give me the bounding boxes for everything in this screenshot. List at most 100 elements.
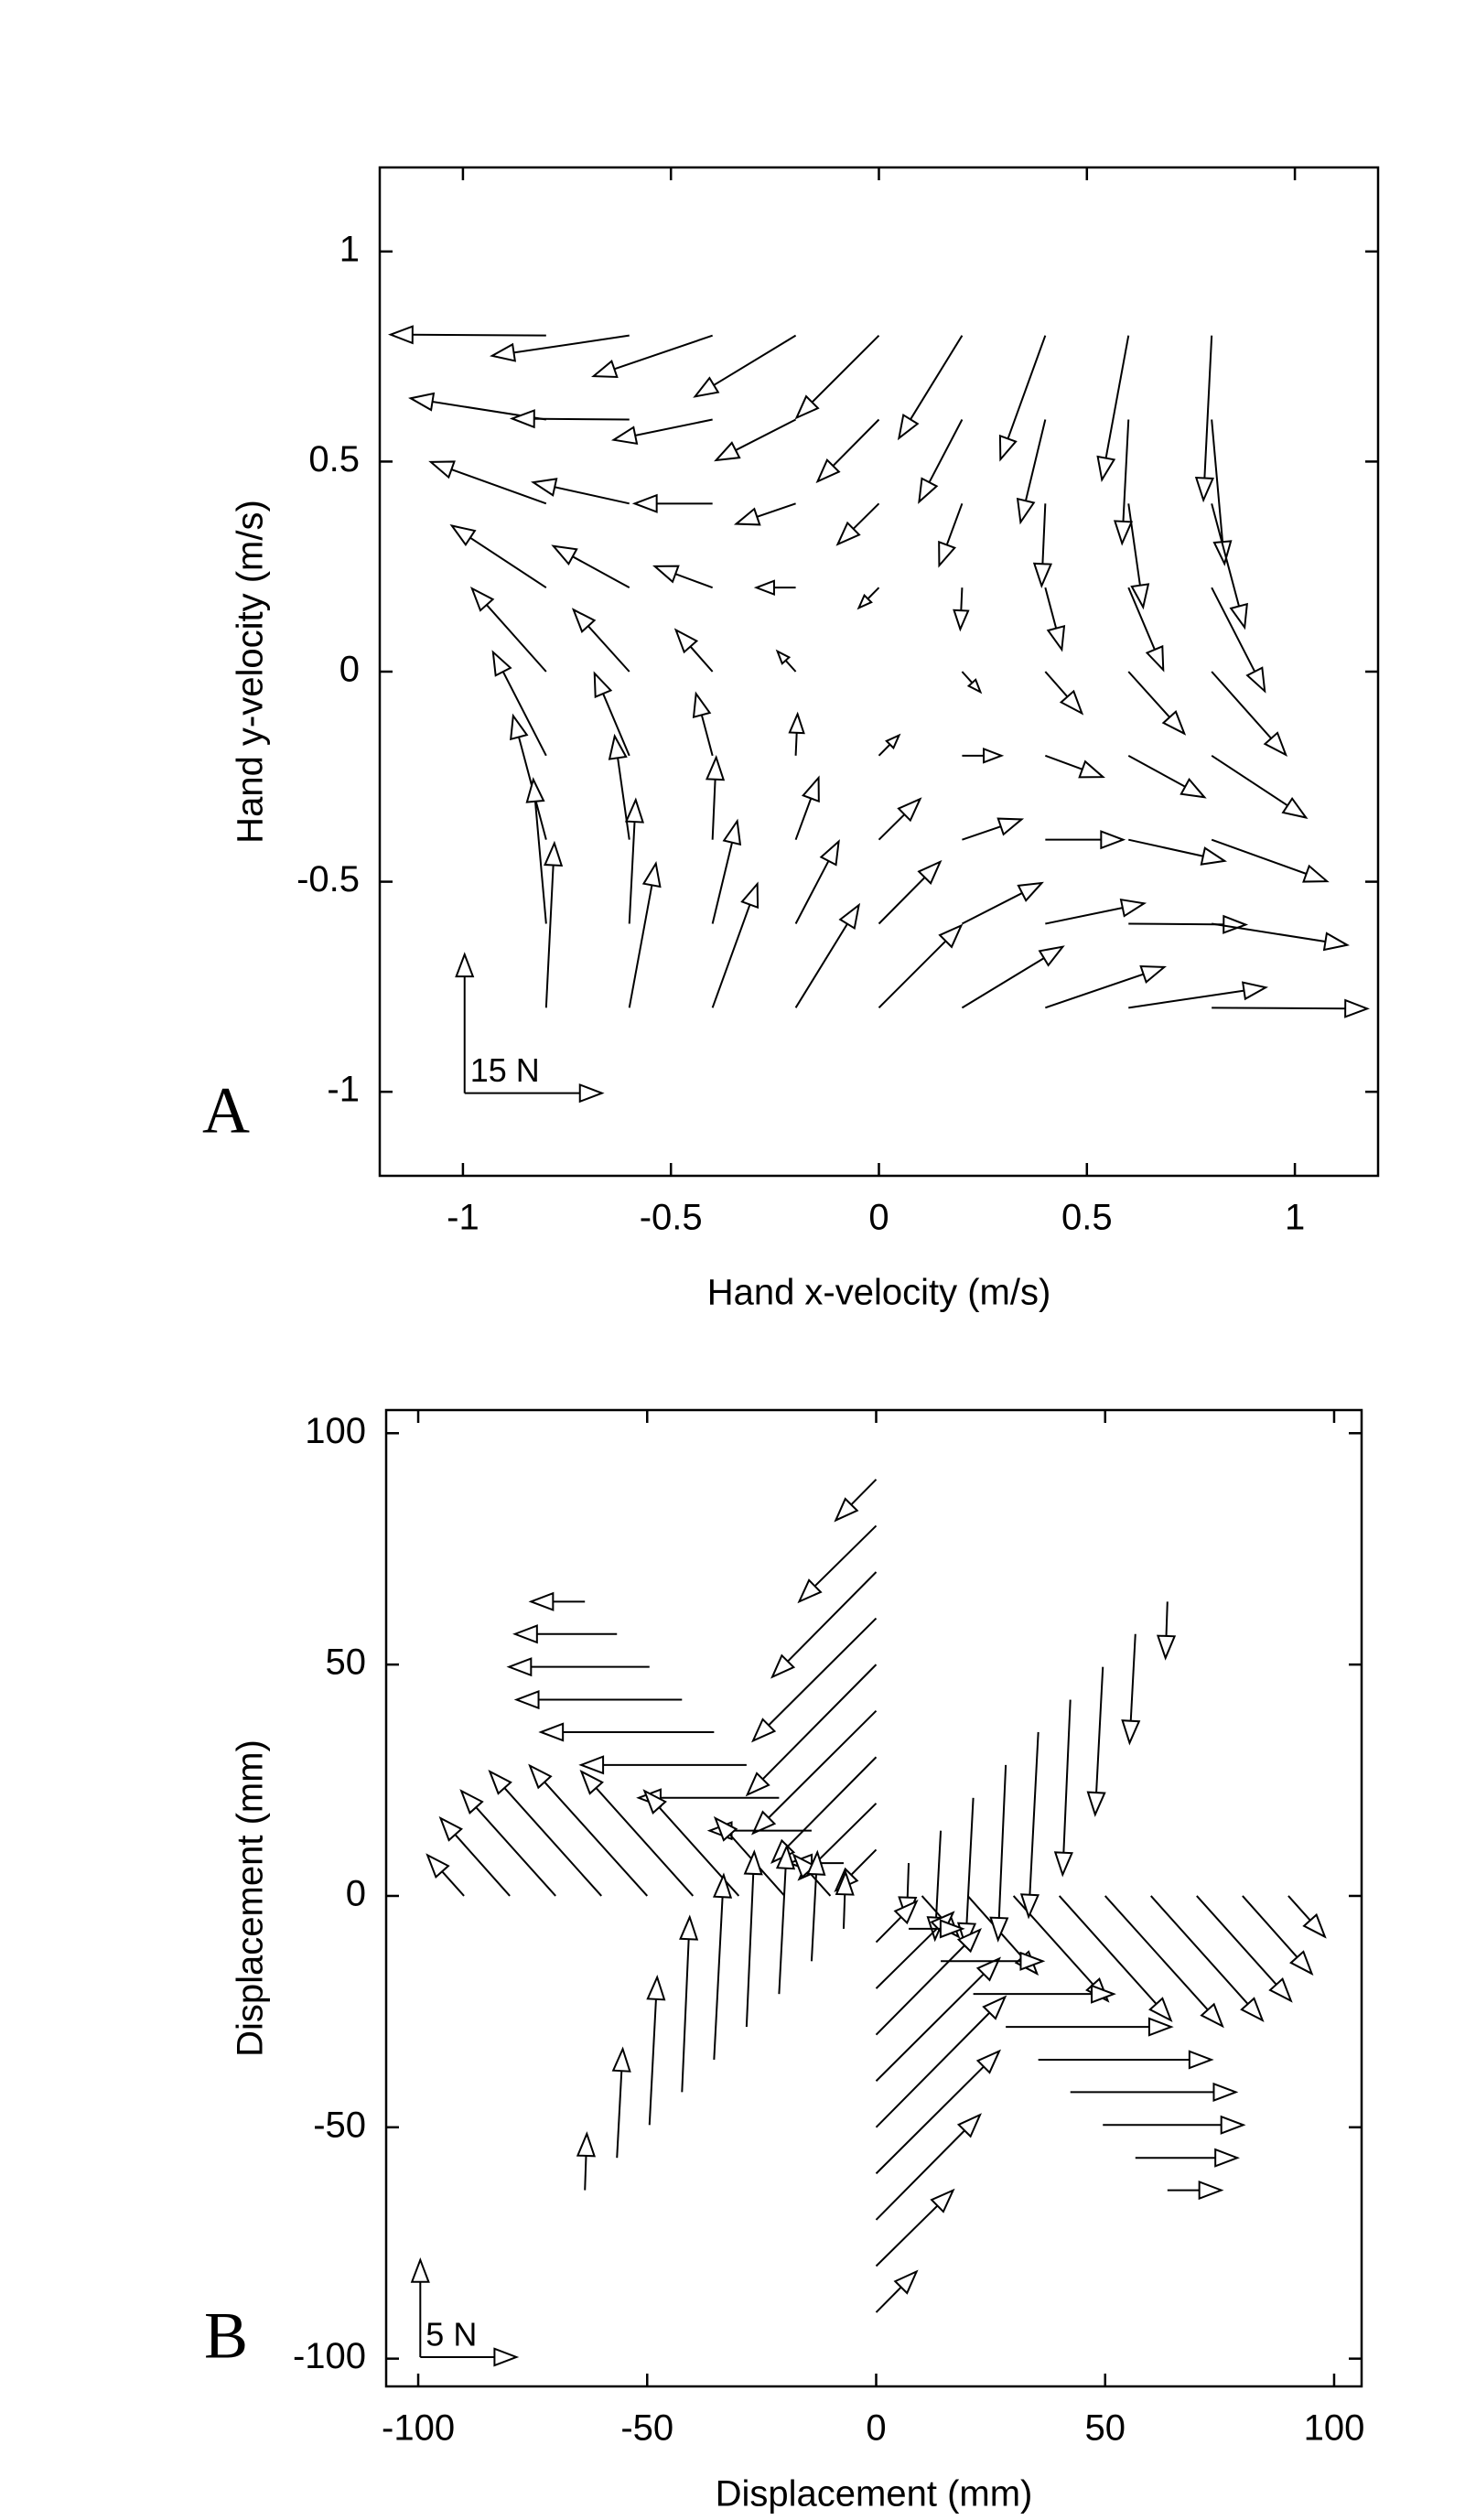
- force-arrow: [1156, 1601, 1177, 1661]
- force-arrow: [953, 587, 970, 632]
- force-arrow: [815, 418, 880, 484]
- arrow-head: [1245, 666, 1266, 694]
- force-arrow: [794, 334, 880, 420]
- force-arrow: [1212, 998, 1370, 1018]
- arrow-head: [956, 1927, 982, 1954]
- arrow-shaft: [628, 863, 657, 1008]
- arrow-head: [838, 902, 861, 931]
- arrow-head: [1223, 914, 1249, 934]
- arrow-shaft: [1058, 1895, 1172, 2021]
- arrow-head: [455, 952, 475, 978]
- force-arrow: [593, 671, 630, 757]
- arrow-shaft: [1061, 1699, 1072, 1875]
- force-arrow: [1032, 503, 1053, 589]
- arrow-shaft: [491, 334, 630, 357]
- arrow-head: [775, 1843, 796, 1870]
- y-axis-label: Hand y-velocity (m/s): [231, 500, 271, 844]
- force-arrow: [1128, 981, 1269, 1009]
- arrow-head: [953, 608, 970, 632]
- arrow-head: [673, 628, 699, 654]
- force-arrow: [1096, 335, 1130, 483]
- force-arrow: [578, 1755, 747, 1775]
- arrow-head: [966, 678, 983, 695]
- arrow-head: [893, 1899, 919, 1925]
- force-arrow: [998, 335, 1047, 462]
- force-arrow: [489, 334, 630, 362]
- y-tick-label: 0: [346, 1874, 366, 1914]
- arrow-head: [1214, 2148, 1240, 2168]
- force-arrow: [1127, 587, 1165, 673]
- arrow-head: [544, 840, 564, 867]
- force-arrow: [692, 691, 714, 757]
- arrow-head: [1086, 1791, 1106, 1817]
- arrow-head: [1241, 981, 1269, 1001]
- arrow-head: [1078, 759, 1105, 779]
- force-arrow: [743, 1849, 763, 2028]
- arrow-head: [917, 859, 943, 886]
- arrow-head: [806, 1849, 826, 1876]
- force-arrow: [510, 713, 547, 840]
- force-arrow: [711, 818, 742, 924]
- force-arrow: [775, 649, 797, 673]
- arrow-head: [794, 394, 820, 420]
- arrow-shaft: [745, 1851, 756, 2028]
- force-arrow: [449, 523, 547, 589]
- arrow-shaft: [1104, 1895, 1223, 2027]
- force-arrow: [956, 1797, 977, 1948]
- x-tick-label: -1: [447, 1198, 479, 1238]
- force-arrow: [1242, 1895, 1314, 1976]
- y-tick-label: -1: [327, 1070, 360, 1110]
- arrow-head: [1147, 2017, 1174, 2037]
- force-arrow: [679, 1914, 699, 2093]
- force-arrow: [1104, 1895, 1224, 2029]
- arrow-head: [712, 1872, 733, 1899]
- arrow-shaft: [746, 1664, 878, 1796]
- force-arrow: [1113, 419, 1134, 546]
- force-arrow: [1194, 335, 1214, 503]
- arrow-head: [1017, 881, 1044, 902]
- arrow-head: [652, 565, 680, 584]
- force-arrow: [973, 1984, 1116, 2004]
- arrow-head: [819, 839, 840, 867]
- force-arrow: [962, 748, 1005, 764]
- arrow-head: [1302, 864, 1330, 883]
- force-arrow: [1135, 2148, 1240, 2168]
- force-arrow: [875, 1956, 1002, 2082]
- force-arrow: [1128, 838, 1228, 866]
- arrow-head: [753, 579, 775, 596]
- force-arrow: [875, 2269, 919, 2313]
- arrow-head: [1161, 710, 1187, 736]
- arrow-head: [590, 360, 619, 379]
- arrow-head: [1200, 2002, 1224, 2029]
- arrow-head: [1053, 1851, 1073, 1878]
- arrow-shaft: [529, 1765, 649, 1897]
- arrow-head: [578, 1755, 605, 1775]
- arrow-shaft: [996, 1764, 1007, 1941]
- x-axis-label: Hand x-velocity (m/s): [707, 1273, 1051, 1313]
- force-arrow: [1006, 2017, 1174, 2037]
- force-arrow: [1127, 671, 1187, 736]
- arrow-head: [918, 477, 939, 504]
- arrow-head: [1220, 2115, 1246, 2135]
- arrow-shaft: [1101, 335, 1130, 480]
- arrow-head: [679, 1914, 699, 1941]
- arrow-head: [1198, 2181, 1224, 2201]
- force-arrow: [909, 1919, 965, 1939]
- force-arrow: [551, 544, 630, 589]
- force-arrow: [1044, 671, 1084, 716]
- arrow-shaft: [778, 1846, 788, 1995]
- arrow-head: [488, 1769, 512, 1795]
- arrow-head: [1121, 1719, 1141, 1746]
- arrow-head: [998, 434, 1018, 462]
- force-arrow: [611, 2046, 631, 2159]
- arrow-head: [579, 1769, 604, 1795]
- arrow-head: [693, 376, 720, 398]
- scale-label: 5 N: [425, 2316, 477, 2353]
- arrow-shaft: [460, 1790, 556, 1897]
- arrow-shaft: [875, 2050, 1000, 2175]
- arrow-head: [578, 1083, 605, 1104]
- force-arrow: [1045, 830, 1126, 850]
- arrow-head: [528, 1763, 553, 1790]
- arrow-head: [1113, 520, 1134, 546]
- force-arrow: [693, 334, 797, 398]
